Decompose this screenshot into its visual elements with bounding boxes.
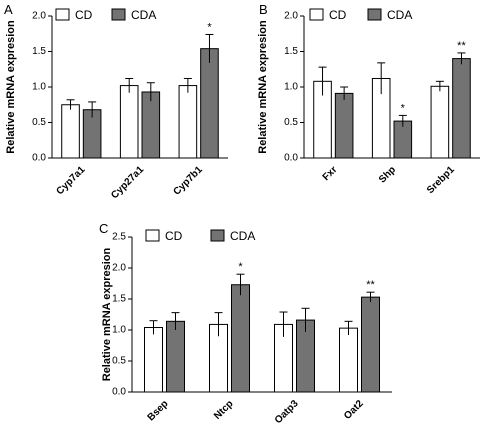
- x-tick-label-cyp7b1: Cyp7b1: [171, 164, 205, 198]
- bar-cd-cyp7b1: [178, 85, 198, 159]
- x-tick-label-ntcp: Ntcp: [212, 398, 236, 422]
- y-tick-label-c: 1.0: [112, 325, 126, 336]
- y-tick-label-b: 1.5: [284, 46, 298, 57]
- y-axis-title-a: Relative mRNA expresion: [5, 20, 17, 154]
- y-tick-label-b: 0.0: [284, 153, 298, 164]
- y-tick-label-c: 0.5: [112, 356, 126, 367]
- x-tick-label-shp: Shp: [377, 164, 398, 185]
- significance-label-shp: *: [401, 102, 406, 114]
- y-tick-label-b: 1.0: [284, 82, 298, 93]
- significance-label-ntcp: *: [238, 261, 243, 273]
- y-axis-title-b: Relative mRNA expresion: [257, 20, 269, 154]
- legend-swatch-cd-c: [145, 229, 160, 242]
- bar-cd-cyp7a1: [61, 104, 80, 159]
- x-tick-label-fxr: Fxr: [321, 164, 340, 183]
- significance-label-cyp7b1: *: [207, 21, 212, 33]
- x-tick-label-oat2: Oat2: [342, 398, 366, 422]
- panel-letter-b: B: [259, 2, 268, 17]
- x-tick-label-srebp1: Srebp1: [425, 164, 457, 196]
- bar-cda-srebp1: [452, 58, 471, 159]
- legend-label-cd-c: CD: [165, 229, 183, 243]
- y-tick-label-b: 0.5: [284, 117, 298, 128]
- bar-cda-cyp27a1: [141, 91, 161, 159]
- x-tick-label-oatp3: Oatp3: [273, 398, 301, 426]
- bar-cda-oat2: [361, 296, 380, 393]
- y-tick-label-a: 2.0: [32, 11, 46, 22]
- y-tick-label-c: 2.0: [112, 263, 126, 274]
- legend-swatch-cd-a: [55, 8, 70, 21]
- x-tick-label-cyp27a1: Cyp27a1: [109, 164, 146, 201]
- panel-c: C Relative mRNA expresion 0.0 0.5 1.0 1.5 2.0 2…: [99, 221, 392, 426]
- significance-label-srebp1: **: [457, 40, 466, 52]
- y-tick-label-c: 1.5: [112, 294, 126, 305]
- legend-label-cd-b: CD: [329, 8, 347, 22]
- y-tick-label-b: 2.0: [284, 11, 298, 22]
- y-axis-title-c: Relative mRNA expresion: [101, 247, 113, 381]
- bar-cda-bsep: [166, 320, 185, 393]
- bar-cda-fxr: [334, 92, 354, 159]
- bar-cd-bsep: [144, 327, 163, 393]
- y-tick-label-c: 2.5: [112, 232, 126, 243]
- legend-label-cda-a: CDA: [131, 8, 156, 22]
- x-tick-label-bsep: Bsep: [146, 398, 171, 423]
- legend-swatch-cda-b: [367, 8, 382, 21]
- panel-b: B Relative mRNA expresion 0.0 0.5 1.0 1.5 2.0 F…: [257, 2, 480, 196]
- x-tick-label-cyp7a1: Cyp7a1: [55, 164, 88, 197]
- y-tick-label-a: 1.0: [32, 82, 46, 93]
- panel-a: A Relative mRNA expresion 0.0 0.5 1.0 1.5 2.0 C…: [4, 2, 228, 201]
- bar-cda-cyp7b1: [200, 48, 219, 159]
- legend-swatch-cda-c: [210, 229, 225, 242]
- bar-cda-ntcp: [231, 284, 250, 393]
- panel-letter-c: C: [99, 221, 108, 236]
- legend-label-cda-b: CDA: [387, 8, 412, 22]
- y-tick-label-c: 0.0: [112, 387, 126, 398]
- y-tick-label-a: 0.0: [32, 153, 46, 164]
- legend-swatch-cd-b: [309, 8, 324, 21]
- significance-label-oat2: **: [366, 279, 375, 291]
- bar-cd-oat2: [339, 327, 358, 393]
- legend-label-cda-c: CDA: [230, 229, 255, 243]
- y-tick-label-a: 1.5: [32, 46, 46, 57]
- panel-letter-a: A: [4, 2, 13, 17]
- y-tick-label-a: 0.5: [32, 117, 46, 128]
- legend-swatch-cda-a: [111, 8, 126, 21]
- bar-cd-srebp1: [430, 85, 450, 159]
- bar-cd-cyp27a1: [119, 85, 139, 159]
- legend-label-cd-a: CD: [75, 8, 93, 22]
